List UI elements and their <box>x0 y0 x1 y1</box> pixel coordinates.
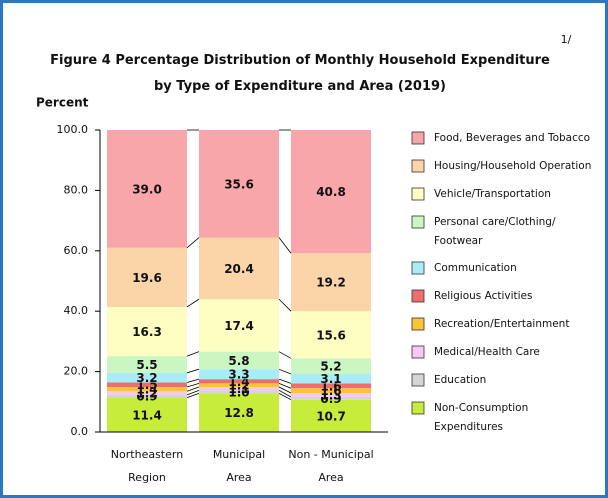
bar-segment <box>199 390 279 394</box>
bar-segment <box>291 399 371 432</box>
data-label: 35.6 <box>224 177 254 191</box>
connector <box>278 378 292 384</box>
connector <box>186 298 200 308</box>
connector <box>186 386 200 392</box>
bar-segment <box>291 388 371 394</box>
legend-swatch <box>411 159 425 173</box>
bar-segment <box>199 387 279 391</box>
bar-segment <box>199 237 279 300</box>
data-label: 40.8 <box>316 185 346 199</box>
connector <box>278 351 292 359</box>
y-tick-label: 40.0 <box>64 304 89 317</box>
x-tick-label: Non - Municipal Area <box>288 448 373 484</box>
data-label: 11.4 <box>132 408 162 422</box>
legend-label: Religious Activities <box>434 290 533 302</box>
data-label: 17.4 <box>224 319 254 333</box>
legend-label: Non-Consumption Expenditures <box>434 402 528 433</box>
connector <box>186 392 200 398</box>
legend-swatch <box>411 215 425 229</box>
connector <box>186 378 200 383</box>
bar-segment <box>199 393 279 432</box>
bar-segment <box>291 253 371 312</box>
connector <box>278 368 292 375</box>
data-label: 3.3 <box>228 368 249 382</box>
connector <box>278 383 292 389</box>
bar-segment <box>107 382 187 388</box>
data-label: 19.6 <box>132 271 162 285</box>
data-label: 12.8 <box>224 406 254 420</box>
legend-label: Vehicle/Transportation <box>434 188 551 200</box>
bar-segment <box>107 247 187 307</box>
connector <box>278 386 292 394</box>
connector <box>186 368 200 374</box>
connector <box>278 298 292 312</box>
y-axis-label: Percent <box>36 96 89 110</box>
legend-swatch <box>411 289 425 303</box>
note-marker: 1/ <box>561 33 572 46</box>
y-tick-label: 20.0 <box>64 365 89 378</box>
bar-segment <box>107 130 187 248</box>
connector <box>186 389 200 396</box>
x-tick-label: Northeastern Region <box>111 448 183 484</box>
bar-segment <box>107 387 187 392</box>
data-label: 39.0 <box>132 182 162 196</box>
connector <box>186 382 200 388</box>
data-label: 10.7 <box>316 409 346 423</box>
bar-segment <box>107 397 187 432</box>
legend-label: Food, Beverages and Tobacco <box>434 132 590 144</box>
y-tick-label: 80.0 <box>64 183 89 196</box>
bar-segment <box>107 394 187 398</box>
bar-segment <box>291 358 371 375</box>
bar-segment <box>199 351 279 370</box>
x-tick-label: Municipal Area <box>213 448 265 484</box>
data-label: 3.2 <box>136 371 157 385</box>
bar-segment <box>291 374 371 384</box>
legend-swatch <box>411 261 425 275</box>
data-label: 19.2 <box>316 276 346 290</box>
data-label: 3.1 <box>320 372 341 386</box>
chart-title: Figure 4 Percentage Distribution of Mont… <box>50 53 550 94</box>
data-label: 20.4 <box>224 262 254 276</box>
legend-swatch <box>411 187 425 201</box>
connector <box>186 351 200 357</box>
connector <box>278 389 292 398</box>
connector <box>186 237 200 249</box>
bar-segment <box>107 372 187 383</box>
data-label: 15.6 <box>316 328 346 342</box>
legend-swatch <box>411 345 425 359</box>
y-tick-label: 100.0 <box>57 123 89 136</box>
legend-label: Recreation/Entertainment <box>434 318 569 330</box>
bar-segment <box>291 393 371 397</box>
bar-segment <box>291 130 371 254</box>
legend-label: Housing/Household Operation <box>434 160 591 172</box>
legend-label: Personal care/Clothing/Footwear <box>434 216 556 247</box>
bar-segment <box>291 311 371 359</box>
data-label: 16.3 <box>132 325 162 339</box>
bar-segment <box>107 356 187 373</box>
data-label: 5.2 <box>320 360 341 374</box>
bar-segment <box>199 130 279 238</box>
bar-segment <box>199 299 279 352</box>
legend-label: Communication <box>434 262 517 274</box>
legend-swatch <box>411 373 425 387</box>
connector <box>278 392 292 401</box>
y-tick-label: 60.0 <box>64 244 89 257</box>
y-tick-label: 0.0 <box>71 425 89 438</box>
data-label: 5.5 <box>136 358 157 372</box>
connector <box>278 237 292 254</box>
legend-swatch <box>411 401 425 415</box>
bar-segment <box>107 306 187 357</box>
legend-label: Education <box>434 374 486 386</box>
legend-swatch <box>411 317 425 331</box>
bar-segment <box>107 391 187 395</box>
bar-segment <box>199 383 279 388</box>
bar-segment <box>199 369 279 380</box>
data-label: 5.8 <box>228 354 249 368</box>
bar-segment <box>291 383 371 389</box>
legend-swatch <box>411 131 425 145</box>
bar-segment <box>291 396 371 400</box>
legend-label: Medical/Health Care <box>434 346 540 358</box>
bar-segment <box>199 379 279 384</box>
